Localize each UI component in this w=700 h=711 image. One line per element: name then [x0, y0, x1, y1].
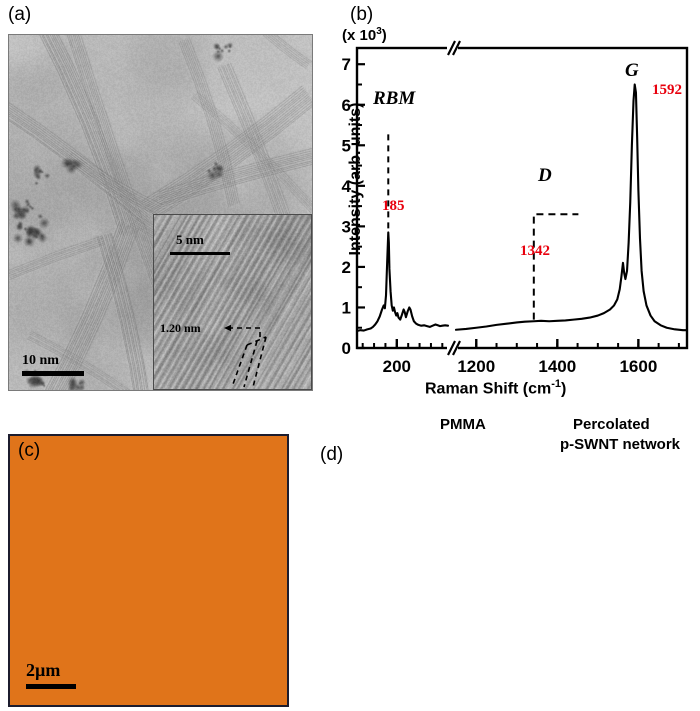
- layer-label-substrate: p-doped Si (0.01 Ω cm): [372, 691, 519, 708]
- g-peak-value: 1592: [652, 82, 682, 99]
- svg-text:200: 200: [383, 357, 411, 376]
- swnt-callout-line1: Percolated: [573, 416, 650, 433]
- x-axis-title: Raman Shift (cm-1): [425, 378, 566, 398]
- panel-a-label: (a): [8, 4, 31, 26]
- layer-label-sio2: SiO2: [376, 666, 406, 685]
- g-peak-label: G: [625, 60, 639, 82]
- layer-label-sio2-subscript: 2: [400, 673, 406, 685]
- d-peak-value: 1342: [520, 243, 550, 260]
- panel-a-tem-image: 10 nm 5 nm 1.20 nm: [8, 34, 313, 391]
- y-axis-title: Intensity (arb. units): [347, 69, 365, 289]
- layer-label-n-sic: n-SiC: [472, 626, 509, 643]
- panel-c-label: (c): [18, 440, 40, 462]
- inset-annotation-lines: [154, 215, 311, 389]
- x-axis-title-close: ): [561, 380, 566, 397]
- x-axis-title-exponent: -1: [551, 378, 561, 390]
- panel-c-afm-image: (c) 2µm: [8, 434, 289, 707]
- swnt-callout-line2: p-SWNT network: [560, 436, 680, 453]
- tem-inset: 5 nm 1.20 nm: [153, 214, 312, 390]
- rbm-peak-label: RBM: [373, 88, 415, 110]
- afm-scale-bar: [26, 684, 76, 689]
- tem-scale-bar-label: 10 nm: [22, 353, 59, 369]
- svg-text:1600: 1600: [619, 357, 657, 376]
- svg-text:1: 1: [342, 298, 351, 317]
- layer-label-sio2-text: SiO: [376, 666, 400, 682]
- svg-text:1200: 1200: [457, 357, 495, 376]
- panel-b-raman-chart: (b) (x 103) 0 1 2 3 4 5 6 7 200 1200 1400 1600 RBM …: [330, 0, 700, 410]
- svg-text:0: 0: [342, 339, 351, 358]
- afm-scale-bar-label: 2µm: [26, 660, 60, 681]
- x-axis-title-text: Raman Shift (cm: [425, 380, 551, 397]
- panel-d-device-schematic: (d) PMMA Percolated p-SWNT network Ti/Au…: [320, 410, 700, 711]
- pmma-callout-label: PMMA: [440, 416, 486, 433]
- rbm-peak-value: 185: [382, 198, 405, 215]
- tem-scale-bar: [22, 371, 84, 376]
- d-peak-label: D: [538, 165, 552, 187]
- svg-text:1400: 1400: [538, 357, 576, 376]
